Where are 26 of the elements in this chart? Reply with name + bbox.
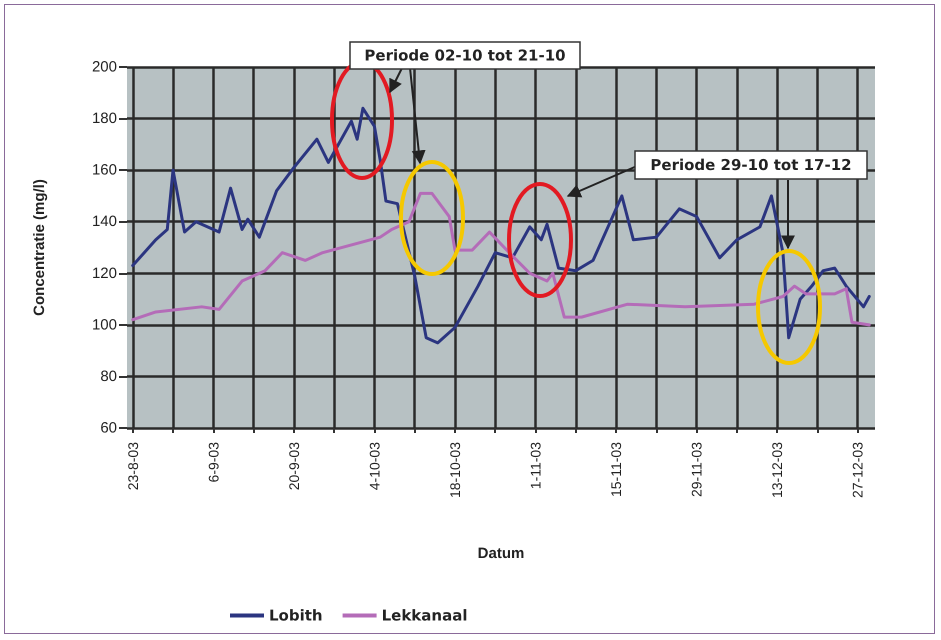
annotation: Periode 29-10 tot 17-12: [650, 156, 852, 174]
y-axis-title: Concentratie (mg/l): [31, 179, 48, 316]
text: Periode 02-10 tot 21-10: [364, 46, 566, 64]
y-tick-label: 100: [92, 316, 117, 334]
y-tick-label: 140: [92, 213, 117, 230]
legend-label: Lobith: [269, 606, 323, 624]
x-tick-label: 27-12-03: [850, 442, 866, 498]
y-tick-label: 200: [92, 58, 117, 76]
x-tick-label: 20-9-03: [286, 442, 302, 490]
x-tick-label: 13-12-03: [769, 442, 786, 498]
line-series: [131, 192, 871, 326]
x-tick-label: 6-9-03: [205, 442, 222, 482]
y-tick-label: 160: [92, 162, 117, 179]
x-tick-label: 23-8-03: [124, 442, 141, 490]
x-tick-label: 18-10-03: [446, 442, 463, 498]
legend-label: Lekkanaal: [382, 606, 468, 624]
x-tick-label: 15-11-03: [608, 442, 624, 498]
line-series: [131, 106, 871, 344]
x-tick-label: 4-10-03: [366, 442, 382, 490]
y-tick-label: 180: [92, 110, 117, 128]
y-tick-label: 60: [100, 420, 117, 436]
y-tick-label: 120: [92, 264, 117, 282]
x-tick-label: 1-11-03: [528, 442, 544, 490]
x-axis-title: Datum: [478, 545, 524, 562]
x-tick-label: 29-11-03: [688, 442, 705, 498]
y-tick-label: 80: [100, 368, 117, 385]
